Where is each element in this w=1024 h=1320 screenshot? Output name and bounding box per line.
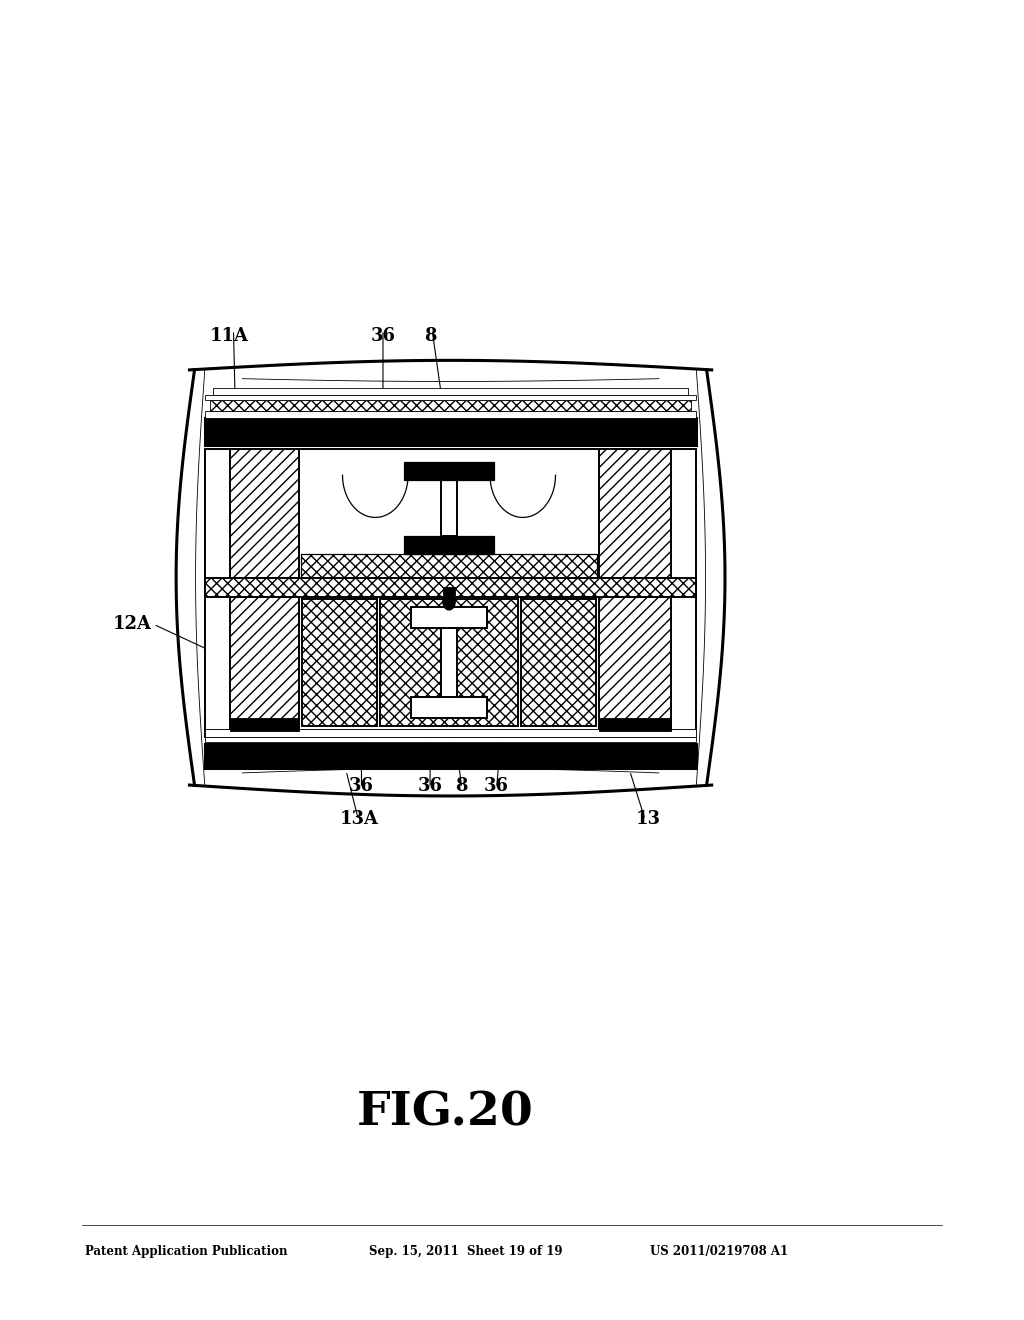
Bar — [213, 388, 688, 395]
Text: 36: 36 — [484, 776, 509, 795]
Text: Sep. 15, 2011  Sheet 19 of 19: Sep. 15, 2011 Sheet 19 of 19 — [369, 1245, 562, 1258]
Bar — [599, 597, 671, 729]
Text: 8: 8 — [424, 327, 436, 346]
Circle shape — [442, 594, 455, 610]
Text: 36: 36 — [418, 776, 442, 795]
Text: 11: 11 — [664, 473, 688, 491]
Bar — [205, 729, 696, 737]
Bar — [230, 597, 299, 729]
Bar — [411, 697, 487, 718]
Bar — [380, 599, 518, 726]
Text: 11A: 11A — [210, 327, 249, 346]
Text: Patent Application Publication: Patent Application Publication — [85, 1245, 288, 1258]
Text: 12A: 12A — [113, 615, 152, 634]
Bar — [230, 449, 299, 578]
Bar — [403, 536, 495, 554]
Bar — [205, 418, 696, 445]
Text: 12: 12 — [664, 615, 688, 634]
Text: FIG.20: FIG.20 — [357, 1089, 534, 1135]
Bar — [205, 578, 696, 597]
Bar — [205, 449, 696, 737]
Bar — [302, 599, 377, 726]
Text: 36: 36 — [349, 776, 374, 795]
Bar — [521, 599, 596, 726]
Bar — [411, 607, 487, 628]
Bar — [403, 462, 495, 480]
Text: 13A: 13A — [340, 809, 379, 828]
Bar — [301, 554, 597, 578]
Bar — [230, 718, 299, 731]
Bar — [440, 480, 457, 536]
Text: 36: 36 — [371, 327, 395, 346]
Bar — [205, 737, 696, 742]
Text: 8: 8 — [456, 776, 468, 795]
Bar — [441, 628, 457, 697]
Text: US 2011/0219708 A1: US 2011/0219708 A1 — [650, 1245, 788, 1258]
Bar — [210, 400, 691, 411]
Bar — [205, 411, 696, 418]
Bar — [205, 729, 696, 737]
Bar — [442, 587, 455, 595]
Bar — [205, 744, 696, 768]
Bar — [205, 395, 696, 400]
Bar — [599, 449, 671, 578]
Bar — [599, 718, 671, 731]
Text: 13: 13 — [636, 809, 660, 828]
